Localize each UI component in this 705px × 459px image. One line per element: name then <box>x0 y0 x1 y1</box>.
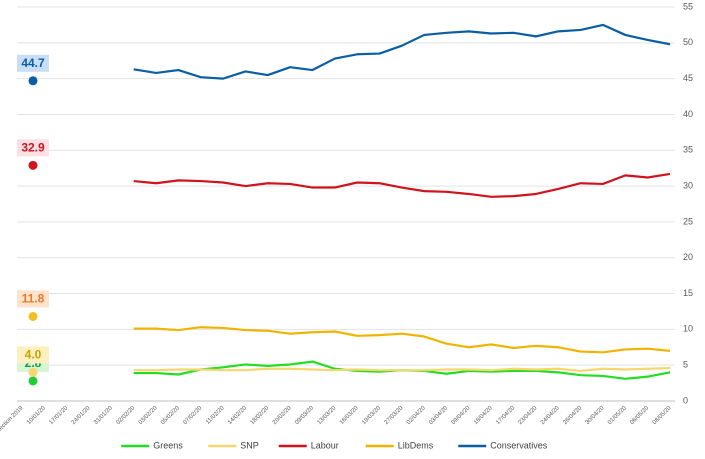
x-tick-label: 23/04/20 <box>518 405 539 426</box>
legend-label: LibDems <box>398 440 434 450</box>
election-label: 32.9 <box>21 140 45 154</box>
x-tick-label: Election 2019 <box>0 405 25 435</box>
series-line <box>133 326 671 354</box>
y-tick-label: 15 <box>683 288 693 298</box>
election-dot <box>28 76 38 86</box>
x-tick-label: 03/02/20 <box>138 405 159 426</box>
x-tick-label: 30/04/20 <box>585 405 606 426</box>
y-tick-label: 5 <box>683 360 688 370</box>
legend-label: Labour <box>311 440 339 450</box>
x-tick-label: 11/02/20 <box>205 405 226 426</box>
x-tick-label: 16/04/20 <box>473 405 494 426</box>
x-tick-label: 24/01/20 <box>71 405 92 426</box>
election-label-box <box>17 54 49 72</box>
legend-label: Conservatives <box>490 440 548 450</box>
y-tick-label: 25 <box>683 216 693 226</box>
x-tick-label: 27/03/20 <box>384 405 405 426</box>
y-tick-label: 20 <box>683 252 693 262</box>
x-tick-label: 05/02/20 <box>160 405 181 426</box>
x-tick-label: 20/02/20 <box>272 405 293 426</box>
x-tick-label: 16/03/20 <box>339 405 360 426</box>
y-tick-label: 10 <box>683 324 693 334</box>
election-label: 44.7 <box>21 56 45 70</box>
series-line <box>133 172 671 198</box>
x-tick-label: 24/04/20 <box>540 405 561 426</box>
election-label: 11.8 <box>22 292 45 306</box>
y-tick-label: 35 <box>683 145 693 155</box>
y-tick-label: 40 <box>683 109 693 119</box>
x-tick-label: 03/04/20 <box>428 405 449 426</box>
x-tick-label: 08/05/20 <box>652 405 673 426</box>
election-label-box <box>17 346 49 364</box>
election-dot <box>28 367 38 377</box>
x-tick-label: 09/03/20 <box>294 405 315 426</box>
x-tick-label: 18/02/20 <box>250 405 271 426</box>
series-line <box>133 23 671 80</box>
y-tick-label: 45 <box>683 73 693 83</box>
x-tick-label: 31/01/20 <box>93 405 114 426</box>
x-tick-label: 01/05/20 <box>607 405 628 426</box>
x-tick-label: 02/04/20 <box>406 405 427 426</box>
x-tick-label: 14/02/20 <box>227 405 248 426</box>
y-tick-label: 0 <box>683 395 688 405</box>
y-tick-label: 50 <box>683 37 693 47</box>
election-label-box <box>17 290 49 308</box>
legend-label: SNP <box>240 440 259 450</box>
election-label-box <box>17 139 49 157</box>
y-tick-label: 30 <box>683 180 693 190</box>
election-dot <box>28 311 38 321</box>
x-tick-label: 07/02/20 <box>183 405 204 426</box>
x-tick-label: 13/03/20 <box>317 405 338 426</box>
x-tick-label: 06/05/20 <box>629 405 650 426</box>
election-dot <box>28 160 38 170</box>
x-tick-label: 26/04/20 <box>562 405 583 426</box>
series-line <box>133 366 671 373</box>
x-tick-label: 19/03/20 <box>361 405 382 426</box>
election-dot <box>28 376 38 386</box>
x-tick-label: 09/04/20 <box>451 405 472 426</box>
x-tick-label: 17/04/20 <box>495 405 516 426</box>
legend-label: Greens <box>153 440 183 450</box>
x-tick-label: 02/02/20 <box>115 405 136 426</box>
x-tick-label: 10/01/20 <box>26 405 47 426</box>
y-tick-label: 55 <box>683 1 693 11</box>
x-tick-label: 17/01/20 <box>48 405 69 426</box>
election-label: 4.0 <box>25 348 42 362</box>
